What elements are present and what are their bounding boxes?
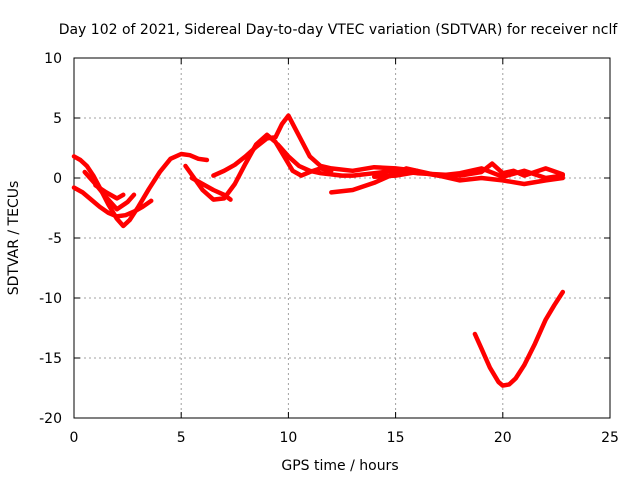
axis-ticks: 0 5 10 15 20 25 -20 -15 -10 -5 0 5 10 [39,51,619,446]
x-tick-label: 20 [494,430,512,446]
data-series [71,113,566,388]
series-line-track-10 [371,166,566,181]
series-line-track-4 [93,182,126,201]
x-axis-label: GPS time / hours [281,458,398,474]
series-line-track-3 [82,169,137,212]
y-axis-label: SDTVAR / TECUs [6,181,22,296]
series-line-track-1 [71,151,210,229]
x-tick-label: 0 [70,430,79,446]
series-line-track-11 [472,289,566,388]
series-line-track-2 [71,185,154,219]
y-tick-label: 0 [53,171,62,187]
x-tick-label: 10 [279,430,297,446]
y-tick-label: -5 [48,231,62,247]
chart-title: Day 102 of 2021, Sidereal Day-to-day VTE… [59,22,619,38]
y-tick-label: 10 [44,51,62,67]
series-line-track-5 [183,132,334,202]
series-line-track-7 [211,113,420,178]
y-tick-label: 5 [53,111,62,127]
y-tick-label: -10 [39,291,62,307]
y-tick-label: -15 [39,351,62,367]
x-tick-label: 25 [601,430,619,446]
series-line-track-6 [189,175,233,202]
grid-lines [74,58,610,418]
x-tick-label: 15 [387,430,405,446]
x-tick-label: 5 [177,430,186,446]
y-tick-label: -20 [39,411,62,427]
